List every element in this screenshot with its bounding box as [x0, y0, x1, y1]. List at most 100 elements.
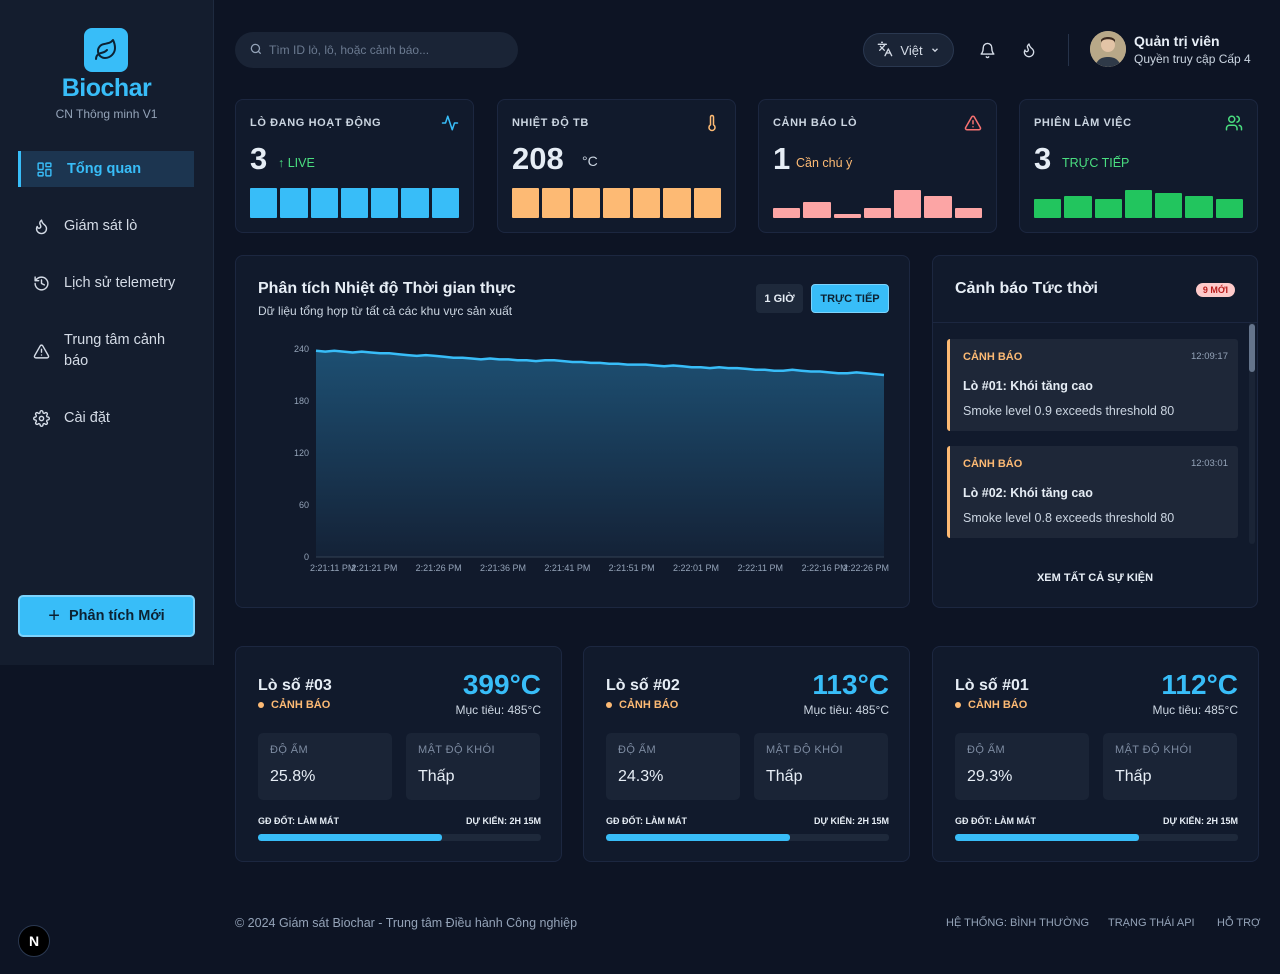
stat-label: LÒ ĐANG HOẠT ĐỘNG: [250, 117, 382, 129]
kiln-target: Mục tiêu: 485°C: [1152, 703, 1238, 717]
status-dot: [258, 702, 264, 708]
alert-item[interactable]: CẢNH BÁO 12:03:01 Lò #02: Khói tăng cao …: [947, 446, 1238, 538]
avatar[interactable]: [1090, 31, 1126, 67]
stat-bar: [1064, 195, 1092, 218]
sidebar-item-label: Tổng quan: [67, 161, 142, 177]
stat-bar: [954, 207, 982, 218]
stat-bar: [1155, 192, 1183, 218]
alert-time: 12:09:17: [1191, 351, 1228, 362]
stat-bar: [401, 188, 429, 218]
stat-label: PHIÊN LÀM VIỆC: [1034, 117, 1132, 129]
range-1h-button[interactable]: 1 GIỜ: [756, 284, 803, 313]
sidebar-item-telemetry-history[interactable]: Lịch sử telemetry: [18, 273, 194, 293]
leaf-logo-icon: [84, 28, 128, 72]
stat-sub: TRỰC TIẾP: [1062, 156, 1130, 170]
x-tick-label: 2:21:51 PM: [609, 563, 655, 573]
sidebar-item-overview[interactable]: Tổng quan: [18, 151, 194, 187]
x-tick-label: 2:21:41 PM: [544, 563, 590, 573]
x-tick-label: 2:22:11 PM: [738, 563, 783, 573]
alert-tag: CẢNH BÁO: [963, 351, 1023, 363]
stat-bar: [572, 188, 600, 218]
new-alerts-badge: 9 MỚI: [1195, 283, 1235, 297]
warning-icon: [32, 342, 50, 360]
stat-bar: [602, 188, 631, 218]
thermometer-icon: [703, 114, 721, 132]
sidebar-item-kiln-monitor[interactable]: Giám sát lò: [18, 216, 194, 236]
stat-bar: [894, 189, 922, 218]
temperature-chart-panel: Phân tích Nhiệt độ Thời gian thực Dữ liệ…: [235, 255, 910, 608]
search-input[interactable]: Tìm ID lò, lô, hoặc cảnh báo...: [235, 32, 518, 68]
new-analysis-label: Phân tích Mới: [68, 608, 165, 624]
stat-card-kiln-alerts: CẢNH BÁO LÒ 1 Cần chú ý: [758, 99, 997, 233]
kiln-card[interactable]: Lò số #02 CẢNH BÁO 113°C Mục tiêu: 485°C…: [583, 646, 910, 862]
smoke-label: MẬT ĐỘ KHÓI: [1115, 744, 1192, 756]
alert-message: Smoke level 0.8 exceeds threshold 80: [963, 511, 1175, 525]
x-tick-label: 2:22:01 PM: [673, 563, 719, 573]
kiln-eta: DỰ KIẾN: 2H 15M: [814, 816, 889, 826]
humidity-value: 29.3%: [967, 768, 1013, 785]
kiln-progress-bar: [258, 834, 541, 841]
footer-link-system-status[interactable]: HỆ THỐNG: BÌNH THƯỜNG: [946, 917, 1090, 929]
alert-item[interactable]: CẢNH BÁO 12:09:17 Lò #01: Khói tăng cao …: [947, 339, 1238, 431]
kiln-status: CẢNH BÁO: [968, 699, 1028, 711]
status-badge: CẢNH BÁO: [955, 699, 1027, 711]
alerts-scrollbar[interactable]: [1249, 322, 1255, 544]
status-badge: CẢNH BÁO: [258, 699, 330, 711]
gear-icon: [32, 409, 50, 427]
kiln-temperature: 112°C: [1161, 669, 1238, 700]
translate-icon: [877, 41, 893, 60]
alerts-divider: [933, 322, 1257, 323]
kiln-phase: GĐ ĐỐT: LÀM MÁT: [606, 816, 687, 826]
stat-bars: [773, 188, 982, 218]
y-tick-label: 0: [304, 552, 309, 562]
status-dot: [606, 702, 612, 708]
x-tick-label: 2:21:26 PM: [416, 563, 462, 573]
stat-value: 3: [250, 141, 268, 176]
sidebar-item-alert-center[interactable]: Trung tâm cảnh báo: [18, 330, 194, 372]
search-placeholder: Tìm ID lò, lô, hoặc cảnh báo...: [269, 43, 430, 57]
alert-time: 12:03:01: [1191, 458, 1228, 469]
stat-bar: [924, 195, 952, 218]
alerts-scrollbar-thumb[interactable]: [1249, 324, 1255, 372]
kiln-target: Mục tiêu: 485°C: [455, 703, 541, 717]
humidity-value: 24.3%: [618, 768, 664, 785]
kiln-temperature: 113°C: [812, 669, 889, 700]
flame-icon[interactable]: [1019, 40, 1039, 60]
smoke-box: MẬT ĐỘ KHÓI Thấp: [1103, 733, 1237, 800]
humidity-label: ĐỘ ẨM: [967, 744, 1006, 756]
new-analysis-button[interactable]: + Phân tích Mới: [18, 595, 195, 637]
y-tick-label: 180: [294, 396, 309, 406]
stat-bar: [280, 188, 308, 218]
kiln-phase: GĐ ĐỐT: LÀM MÁT: [258, 816, 339, 826]
sidebar-item-label: Cài đặt: [64, 410, 110, 426]
sidebar: Biochar CN Thông minh V1 Tổng quan Giám …: [0, 0, 214, 665]
alert-title: Lò #01: Khói tăng cao: [963, 379, 1093, 393]
live-button[interactable]: TRỰC TIẾP: [811, 284, 889, 313]
stat-bar: [1215, 198, 1243, 218]
stat-value: 3: [1034, 141, 1052, 176]
alert-message: Smoke level 0.9 exceeds threshold 80: [963, 404, 1175, 418]
y-tick-label: 240: [294, 344, 309, 354]
kiln-name: Lò số #02: [606, 677, 680, 694]
status-badge: CẢNH BÁO: [606, 699, 678, 711]
stat-bar: [340, 188, 369, 218]
stat-bar: [542, 188, 570, 218]
alert-title: Lò #02: Khói tăng cao: [963, 486, 1093, 500]
stat-bar: [773, 207, 801, 218]
dev-tools-n-icon[interactable]: N: [18, 925, 50, 957]
sidebar-item-settings[interactable]: Cài đặt: [18, 408, 194, 428]
alert-tag: CẢNH BÁO: [963, 458, 1023, 470]
language-selector[interactable]: Việt: [863, 33, 954, 67]
bell-icon[interactable]: [977, 40, 997, 60]
kiln-card[interactable]: Lò số #01 CẢNH BÁO 112°C Mục tiêu: 485°C…: [932, 646, 1259, 862]
footer-link-support[interactable]: HỖ TRỢ: [1217, 917, 1261, 929]
footer-link-api-status[interactable]: TRẠNG THÁI API: [1108, 917, 1195, 929]
kiln-progress-bar: [955, 834, 1238, 841]
stat-sub: Cần chú ý: [796, 156, 853, 170]
kiln-card[interactable]: Lò số #03 CẢNH BÁO 399°C Mục tiêu: 485°C…: [235, 646, 562, 862]
stat-bar: [663, 188, 691, 218]
smoke-value: Thấp: [766, 768, 803, 785]
view-all-events-link[interactable]: XEM TẤT CẢ SỰ KIỆN: [1036, 572, 1154, 584]
stat-bar: [512, 188, 540, 218]
smoke-label: MẬT ĐỘ KHÓI: [418, 744, 495, 756]
